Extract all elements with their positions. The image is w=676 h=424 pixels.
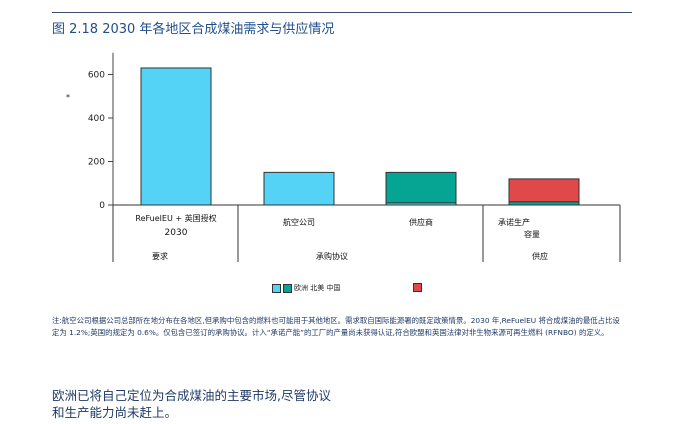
legend: 欧洲 北美 中国 [272,283,340,293]
chart-note: 注:航空公司根据公司总部所在地分布在各地区,但承购中包含的燃料也可能用于其他地区… [52,316,620,337]
y-tick-label: 600 [88,71,105,81]
tagline: 欧洲已将自己定位为合成煤油的主要市场,尽管协议和生产能力尚未赶上。 [52,388,331,420]
bar-europe [263,171,335,206]
group-label: 要求 [152,251,168,261]
legend-swatch-china [413,283,422,292]
legend-swatch-north-america [283,283,292,293]
y-tick-label: 0 [99,201,105,211]
y-tick-label: 200 [88,158,105,168]
category-label-2: 2030 [165,228,188,238]
category-label-2: 容量 [524,229,540,239]
bar-north_america [385,171,457,204]
group-label: 承购协议 [316,251,348,261]
category-label: 供应商 [409,217,433,227]
group-label: 供应 [532,251,548,261]
bar-china [508,178,580,203]
y-axis-label: * [66,93,70,102]
category-label: 承诺生产 [498,217,530,227]
category-label: 航空公司 [283,217,315,227]
top-rule [52,12,632,13]
legend-swatch-europe [272,283,281,293]
bar-europe [140,67,212,206]
y-tick-label: 400 [88,114,105,124]
legend-text: 欧洲 北美 中国 [294,284,341,292]
figure-title: 图 2.18 2030 年各地区合成煤油需求与供应情况 [52,22,335,37]
category-label: ReFuelEU + 英国授权 [135,213,216,223]
